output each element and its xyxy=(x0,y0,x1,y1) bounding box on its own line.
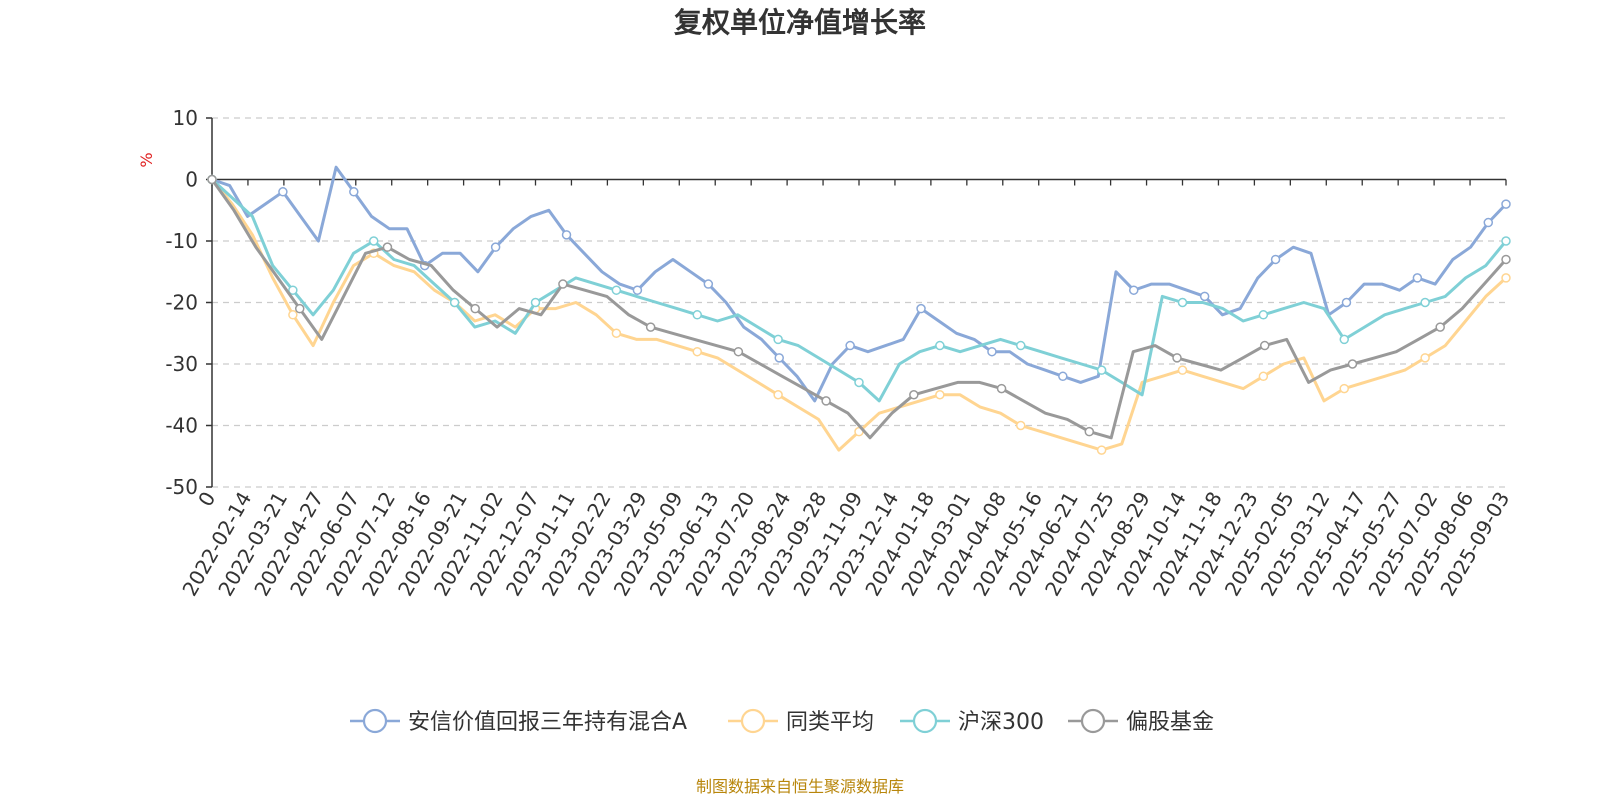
legend-item[interactable]: 安信价值回报三年持有混合A xyxy=(350,708,687,735)
data-point xyxy=(1412,273,1423,283)
data-point xyxy=(1096,365,1107,375)
data-point xyxy=(1129,285,1139,295)
y-tick-label: 10 xyxy=(173,106,198,130)
data-point xyxy=(490,242,501,252)
data-point xyxy=(645,322,656,332)
series-line xyxy=(211,165,1508,403)
data-point xyxy=(1016,340,1026,351)
data-point xyxy=(733,346,744,357)
legend-label: 安信价值回报三年持有混合A xyxy=(408,710,687,735)
data-point xyxy=(1420,297,1430,308)
data-point xyxy=(278,187,288,197)
data-point xyxy=(1016,420,1026,431)
data-point xyxy=(349,187,359,197)
data-point xyxy=(1177,297,1188,308)
data-point xyxy=(1341,297,1352,308)
data-point xyxy=(1058,371,1068,382)
data-point xyxy=(1199,291,1210,302)
series-line xyxy=(210,178,1508,452)
y-tick-label: -40 xyxy=(165,414,198,438)
data-point xyxy=(382,242,393,252)
data-point xyxy=(935,390,945,400)
legend-marker xyxy=(912,708,938,734)
data-point xyxy=(909,390,919,400)
data-point xyxy=(561,230,572,240)
x-tick-label: 0 xyxy=(193,488,220,511)
data-point xyxy=(773,390,783,400)
x-tick-labels: 02022-02-142022-03-212022-04-272022-06-0… xyxy=(177,487,1514,600)
y-tick-label: 0 xyxy=(185,168,198,192)
data-point xyxy=(1501,199,1511,209)
data-point xyxy=(1258,310,1269,320)
legend-item[interactable]: 偏股基金 xyxy=(1068,708,1214,735)
data-point xyxy=(1420,353,1430,363)
data-point xyxy=(1270,254,1281,265)
data-point xyxy=(1096,445,1107,455)
data-point xyxy=(611,328,622,338)
data-point xyxy=(1172,353,1182,363)
data-point xyxy=(288,285,298,295)
data-point xyxy=(773,334,783,345)
data-point xyxy=(611,285,622,295)
data-point xyxy=(369,236,379,246)
data-point xyxy=(294,303,305,314)
data-point xyxy=(207,174,217,185)
data-point xyxy=(1435,322,1445,332)
data-point xyxy=(692,346,702,357)
y-tick-labels: 10 0 -10 -20 -30 -40 -50 xyxy=(165,106,198,499)
data-point xyxy=(1177,365,1188,375)
data-source-note: 制图数据来自恒生聚源数据库 xyxy=(696,777,904,796)
legend-item[interactable]: 沪深300 xyxy=(900,708,1044,735)
y-tick-label: -50 xyxy=(165,475,198,499)
y-axis-unit: % xyxy=(137,152,156,167)
data-point xyxy=(845,340,855,351)
data-point xyxy=(470,303,480,314)
legend-marker xyxy=(362,708,388,734)
data-point xyxy=(703,279,714,289)
series-line xyxy=(210,178,1508,440)
data-point xyxy=(987,346,997,357)
data-point xyxy=(288,310,298,320)
data-point xyxy=(1339,383,1349,394)
data-point xyxy=(774,353,784,363)
series-line xyxy=(210,178,1508,403)
data-point xyxy=(935,340,945,351)
data-point xyxy=(558,279,568,289)
legend-label: 偏股基金 xyxy=(1126,710,1214,735)
data-point xyxy=(632,285,643,295)
y-tick-label: -30 xyxy=(165,352,198,376)
legend-marker xyxy=(740,708,766,734)
series-lines xyxy=(207,165,1511,455)
data-point xyxy=(1483,217,1494,228)
y-tick-label: -10 xyxy=(165,229,198,253)
data-point xyxy=(530,297,541,308)
legend: 安信价值回报三年持有混合A 同类平均 沪深300 偏股基金 xyxy=(350,708,1214,735)
chart-title: 复权单位净值增长率 xyxy=(674,6,926,39)
y-tick-label: -20 xyxy=(165,291,198,315)
data-point xyxy=(821,396,831,406)
data-point xyxy=(854,377,864,388)
data-point xyxy=(1339,334,1349,345)
legend-label: 沪深300 xyxy=(958,710,1044,735)
legend-marker xyxy=(1080,708,1106,734)
data-point xyxy=(1501,254,1511,265)
data-point xyxy=(1259,340,1270,351)
data-point xyxy=(1084,426,1095,437)
legend-label: 同类平均 xyxy=(786,710,874,735)
grid-lines xyxy=(212,117,1506,488)
data-point xyxy=(1501,273,1511,283)
data-point xyxy=(692,310,702,320)
data-point xyxy=(449,297,460,308)
data-point xyxy=(1258,371,1269,382)
data-point xyxy=(916,303,926,314)
data-point xyxy=(1347,359,1358,369)
data-point xyxy=(996,383,1007,394)
data-point xyxy=(1501,236,1511,246)
legend-item[interactable]: 同类平均 xyxy=(728,708,874,735)
